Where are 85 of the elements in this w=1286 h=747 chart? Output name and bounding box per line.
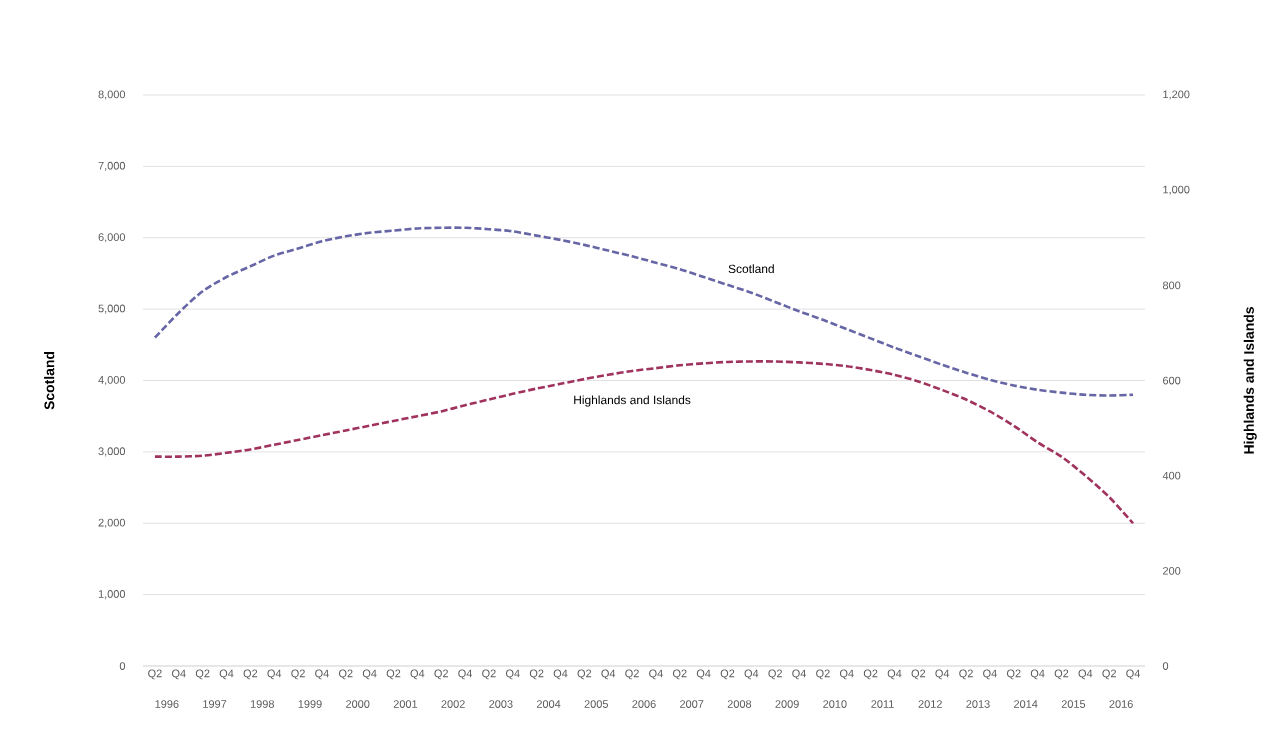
text: 2003 (489, 700, 513, 708)
x-tick-label: Q4 (171, 669, 186, 680)
y2-tick-label: 600 (1163, 376, 1181, 385)
x-tick-label: Q4 (649, 669, 663, 680)
x-tick-label: Q2 (1006, 669, 1021, 680)
x-tick-label: Q2 (672, 669, 687, 680)
y-tick-label: 4,000 (98, 375, 126, 386)
x-tick-label: Q4 (410, 669, 425, 680)
x-tick-label: Q4 (983, 669, 997, 680)
x-tick-label: Q2 (720, 669, 735, 680)
x-tick-label: Q2 (577, 669, 592, 680)
x-tick-label: Q4 (601, 669, 616, 680)
x-tick-label: Q4 (1030, 669, 1045, 680)
y2-tick-label: 0 (1162, 662, 1169, 670)
text: 2016 (1109, 700, 1133, 708)
series-label: Scotland (728, 264, 774, 274)
x-tick-label: Q2 (529, 669, 544, 680)
y-tick-label: 7,000 (98, 161, 126, 171)
text: 1997 (203, 700, 227, 708)
text: 2009 (775, 700, 799, 708)
x-tick-label: Q2 (291, 669, 305, 680)
x-tick-label: Q2 (195, 669, 210, 680)
text: 2004 (536, 700, 561, 708)
text: 1999 (298, 700, 322, 708)
text: 2007 (680, 700, 704, 708)
x-tick-label: Q2 (625, 669, 639, 680)
x-tick-label: Q4 (267, 669, 282, 680)
text: 2002 (441, 700, 465, 708)
text: 2006 (632, 700, 656, 708)
y-axis-title: Scotland (44, 351, 55, 410)
line-series (153, 226, 1135, 397)
y2-tick-label: 400 (1162, 471, 1181, 480)
x-tick-label: Q4 (792, 669, 807, 680)
x-tick-label: Q2 (768, 669, 782, 680)
x-tick-label: Q2 (863, 669, 878, 680)
text: 2013 (966, 700, 990, 708)
x-tick-label: Q2 (434, 669, 448, 680)
x-tick-label: Q2 (148, 669, 162, 680)
x-tick-label: Q4 (696, 669, 711, 680)
text: 2012 (918, 700, 942, 708)
x-tick-label: Q4 (887, 669, 902, 680)
text: 2015 (1061, 700, 1086, 708)
y2-tick-label: 1,000 (1163, 185, 1190, 195)
text: 2011 (871, 700, 894, 708)
x-tick-label: Q2 (1054, 669, 1069, 680)
text: 1996 (155, 700, 179, 708)
y-tick-label: 1,000 (98, 590, 126, 600)
x-tick-label: Q2 (959, 669, 973, 680)
x-tick-label: Q2 (243, 669, 258, 680)
x-tick-label: Q4 (839, 669, 854, 680)
text: 2008 (727, 700, 752, 708)
x-tick-label: Q2 (386, 669, 401, 680)
x-tick-label: Q4 (553, 669, 568, 680)
x-tick-label: Q4 (362, 669, 377, 680)
x-tick-label: Q2 (1102, 669, 1116, 680)
y2-tick-label: 800 (1162, 281, 1181, 290)
x-tick-label: Q2 (482, 669, 496, 680)
y-tick-label: 0 (119, 662, 126, 670)
text: 2001 (393, 700, 418, 708)
series-label: Highlands and Islands (574, 395, 691, 407)
x-tick-label: Q4 (219, 669, 234, 680)
y2-tick-label: 1,200 (1163, 90, 1190, 100)
y2-axis-title: Highlands and Islands (1243, 307, 1257, 454)
y-tick-label: 5,000 (98, 304, 126, 314)
x-tick-label: Q2 (338, 669, 353, 680)
y2-tick-label: 200 (1163, 566, 1181, 575)
text: 2014 (1014, 700, 1038, 708)
text: 2000 (346, 700, 370, 708)
x-tick-label: Q4 (1126, 669, 1141, 680)
text: 2005 (584, 700, 608, 708)
x-tick-label: Q4 (458, 669, 473, 680)
x-tick-label: Q4 (935, 669, 950, 680)
text: 1998 (250, 700, 274, 708)
y-tick-label: 6,000 (98, 233, 126, 243)
y-tick-label: 3,000 (98, 447, 126, 457)
line-series (153, 360, 1135, 525)
y-tick-label: 8,000 (98, 90, 126, 100)
x-tick-label: Q4 (1078, 669, 1093, 680)
y-tick-label: 2,000 (98, 518, 126, 528)
x-tick-label: Q4 (505, 669, 520, 680)
x-tick-label: Q4 (744, 669, 759, 680)
x-tick-label: Q2 (911, 669, 926, 680)
x-tick-label: Q2 (816, 669, 830, 680)
text: 2010 (823, 700, 847, 708)
x-tick-label: Q4 (315, 669, 329, 680)
